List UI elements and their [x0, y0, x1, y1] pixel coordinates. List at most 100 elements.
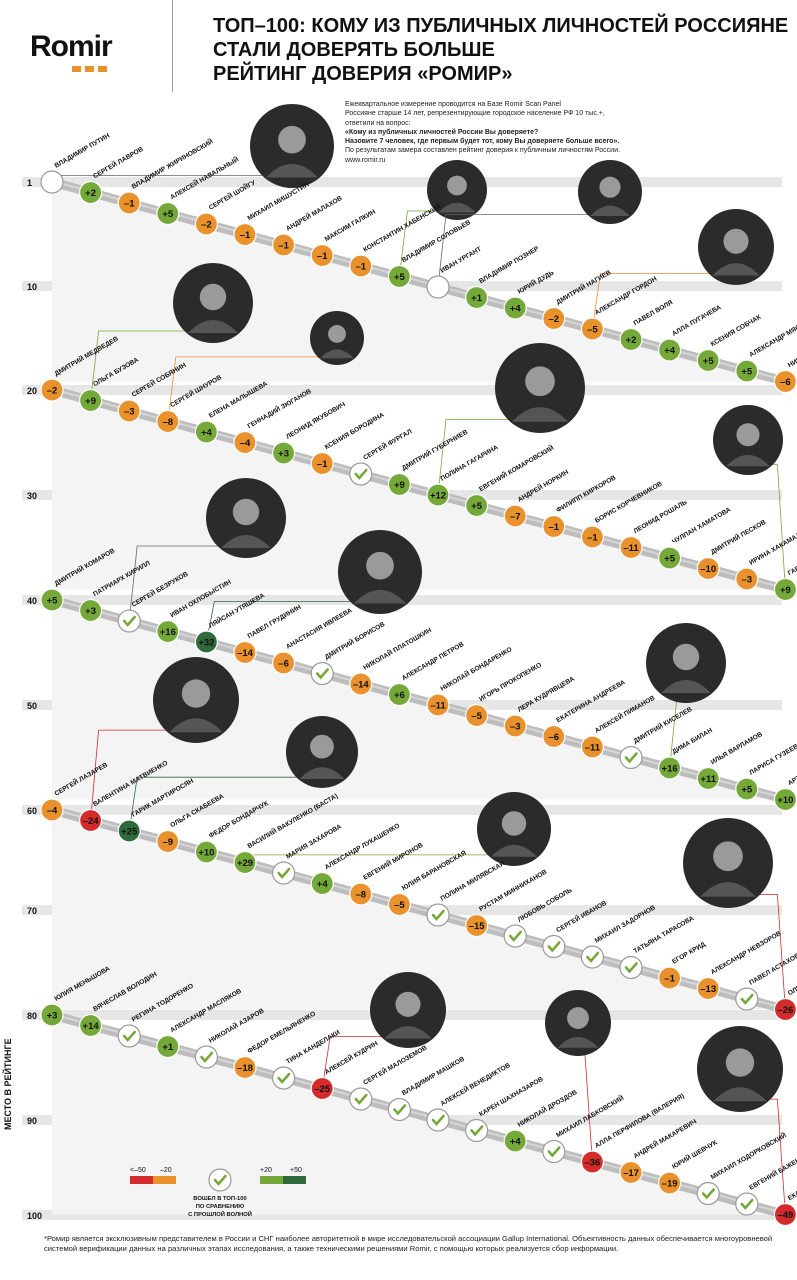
rank-marker-circle: [310, 1076, 334, 1101]
rank-change-label: +5: [47, 596, 59, 607]
rank-marker-circle: [310, 661, 334, 686]
rank-marker-circle: [696, 556, 720, 581]
rank-change-label: +4: [317, 879, 329, 890]
rank-change-label: –49: [777, 1210, 793, 1221]
person-name: АНДРЕЙ МАЛАХОВ: [284, 193, 344, 233]
rank-change-label: +5: [394, 272, 406, 283]
callout-line: [90, 330, 213, 401]
person-name: ИРИНА ХАКАМАДА: [748, 529, 797, 567]
legend-neg-min: <–50: [130, 1167, 146, 1174]
person-name: ГАРИК ХАРЛАМОВ: [787, 541, 797, 578]
rank-change-label: +1: [162, 1042, 174, 1053]
rank-marker-circle: [349, 462, 373, 486]
portrait-shoulders: [590, 205, 630, 216]
legend-new-label: С ПРОШЛОЙ ВОЛНОЙ: [188, 1210, 252, 1218]
callout-line: [128, 776, 322, 832]
portrait-face: [181, 679, 211, 708]
portrait-shoulders: [299, 767, 345, 779]
legend-new-label: ПО СРАВНЕНИЮ: [196, 1204, 245, 1210]
rank-change-label: +11: [700, 774, 716, 785]
rank-change-label: +3: [278, 449, 289, 460]
person-name: ПАВЕЛ АСТАХОВ: [748, 952, 797, 987]
rank-change-label: –17: [623, 1168, 639, 1179]
rank-marker-circle: [773, 1202, 797, 1227]
axis-tick-label: 70: [27, 906, 37, 916]
rank-band: [22, 385, 782, 395]
callout-line: [90, 729, 196, 821]
rank-change-label: –11: [585, 743, 601, 754]
rank-marker-circle: [735, 987, 759, 1011]
rank-change-label: +4: [510, 304, 522, 315]
rank-change-label: +6: [394, 690, 405, 701]
rank-marker-circle: [735, 777, 759, 801]
rank-marker-circle: [78, 388, 103, 413]
rank-change-label: +9: [394, 480, 405, 491]
rank-marker-circle: [735, 359, 759, 383]
rank-marker-circle: [194, 840, 218, 864]
rank-change-label: +5: [471, 501, 483, 512]
person-name: ДМИТРИЙ КИСЕЛЕВ: [632, 704, 694, 745]
rank-change-label: +16: [160, 627, 176, 638]
header-divider: [172, 0, 173, 92]
rank-band: [22, 805, 782, 815]
rank-marker-circle: [194, 420, 218, 444]
person-name: ИВАН УРГАНТ: [440, 246, 483, 275]
rank-change-label: +5: [741, 367, 753, 378]
check-icon: [547, 941, 561, 953]
rank-marker-circle: [426, 903, 450, 927]
rank-change-label: –10: [700, 564, 716, 575]
legend-new-circle: [208, 1168, 232, 1192]
rank-marker-circle: [387, 892, 411, 917]
portrait-face: [567, 1007, 589, 1029]
person-name: ВЛАДИМИР ПОЗНЕР: [478, 245, 541, 285]
rank-change-label: +4: [664, 346, 676, 357]
rank-marker-circle: [78, 1013, 103, 1038]
rank-change-label: –1: [549, 522, 560, 533]
portrait-shoulders: [265, 163, 319, 178]
portrait-face: [278, 125, 306, 154]
portrait-face: [723, 228, 749, 254]
rank-change-label: –13: [700, 984, 716, 995]
rank-marker-circle: [696, 766, 720, 791]
callout-line: [592, 273, 736, 330]
page-title: ТОП–100: КОМУ ИЗ ПУБЛИЧНЫХ ЛИЧНОСТЕЙ РОС…: [213, 14, 788, 86]
callout-line: [578, 1045, 593, 1163]
rank-marker-circle: [156, 829, 180, 854]
rank-marker-circle: [773, 997, 797, 1022]
callout-line: [128, 545, 246, 622]
rank-marker-circle: [156, 201, 180, 226]
portrait-face: [395, 991, 421, 1017]
rank-change-label: –6: [278, 659, 289, 670]
rank-marker-circle: [619, 955, 643, 980]
rank-marker-circle: [580, 1150, 605, 1174]
axis-tick-label: 90: [27, 1116, 37, 1126]
person-name: ДИМА БИЛАН: [671, 727, 714, 756]
rank-marker-circle: [156, 619, 180, 644]
person-name: ЛАРИСА ГУЗЕЕВА: [748, 741, 797, 777]
rank-marker-circle: [542, 306, 566, 331]
rank-marker-circle: [773, 787, 797, 812]
rank-marker-circle: [349, 254, 373, 278]
rank-marker-circle: [426, 483, 450, 507]
callout-line: [437, 213, 610, 288]
rank-marker-circle: [272, 651, 296, 675]
rank-change-label: –2: [201, 220, 212, 231]
portrait-shoulders: [320, 349, 354, 359]
rank-marker-circle: [426, 275, 450, 299]
rank-marker-circle: [580, 525, 605, 549]
rank-change-label: –6: [549, 732, 560, 743]
rank-change-label: +5: [741, 785, 753, 796]
rank-marker-circle: [272, 441, 296, 465]
rank-marker-circle: [657, 338, 682, 362]
rank-marker-circle: [78, 808, 103, 833]
person-name: МАКСИМ ГАЛКИН: [324, 208, 377, 243]
person-name: ПОЛИНА ГАГАРИНА: [440, 444, 500, 483]
rank-change-label: +29: [237, 858, 253, 869]
check-icon: [624, 752, 638, 764]
rank-change-label: +5: [703, 356, 715, 367]
rank-marker-99: ЕВГЕНИЙ БАЖЕНОВ (BADCOMEDIAN): [735, 1122, 797, 1216]
rank-marker-circle: [117, 399, 141, 423]
rank-marker-circle: [696, 348, 720, 373]
rank-change-label: –14: [237, 648, 254, 659]
